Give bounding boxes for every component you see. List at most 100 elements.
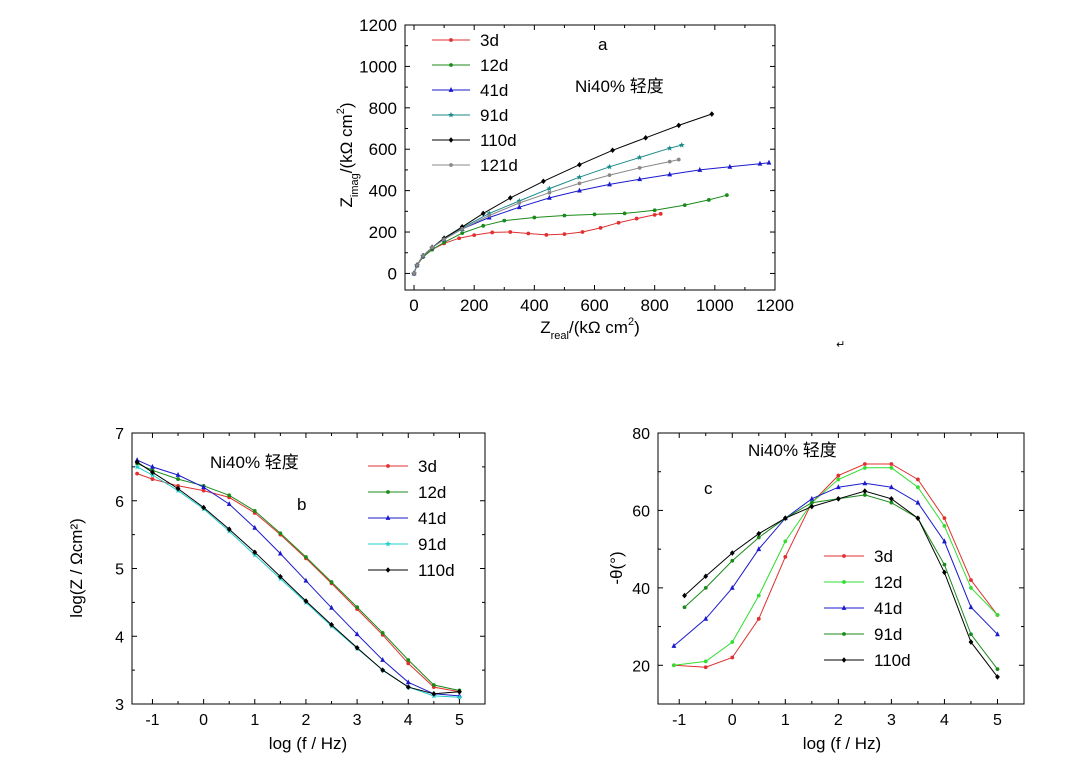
legend-marker-12d [386,490,390,494]
x-tick-label: 4 [404,712,413,729]
data-point-110d [709,111,715,117]
data-point-121d [667,159,672,164]
data-point-12d [672,663,676,668]
data-point-41d [703,615,709,621]
data-point-12d [355,605,360,610]
data-point-110d [729,550,735,556]
data-point-41d [380,656,386,662]
data-point-110d [303,598,309,604]
x-tick-label: 200 [460,296,488,315]
x-tick-label: 4 [940,712,949,729]
annotation-text: Ni40% 轻度 [575,77,664,96]
data-point-41d [671,642,677,648]
data-point-110d [252,549,258,556]
data-point-121d [430,245,434,250]
x-tick-label: 2 [301,712,310,729]
data-point-41d [757,160,763,166]
data-point-91d [862,493,867,497]
x-axis-label-sub: real [551,330,569,342]
data-point-3d [150,477,155,481]
data-point-121d [577,181,582,186]
data-point-12d [592,212,597,217]
data-point-3d [580,230,585,234]
data-point-110d [915,515,921,521]
legend-marker-91d [448,111,454,118]
series-line-110d [136,461,460,695]
panel-label: a [598,35,608,54]
data-point-110d [201,504,207,511]
data-point-41d [637,176,643,182]
legend-marker-12d [842,580,846,584]
data-point-41d [329,604,334,610]
data-point-12d [380,630,385,635]
legend-label: 121d [480,156,518,175]
legend-label: 3d [480,31,499,50]
legend-label: 12d [418,483,446,502]
data-point-41d [835,484,841,490]
data-point-110d [942,569,947,576]
data-point-12d [862,465,867,470]
data-point-3d [472,233,477,238]
y-tick-label: 7 [115,426,124,443]
y-axis-label-rest: /(kΩ cm [337,114,356,173]
legend-marker-3d [386,464,390,468]
x-tick-label: 800 [640,296,668,315]
data-point-121d [607,173,612,177]
data-point-3d [544,233,549,237]
data-point-3d [508,230,513,234]
data-point-110d [354,644,360,651]
data-point-41d [405,679,411,685]
data-point-110d [459,224,465,230]
data-point-41d [968,604,974,610]
data-point-110d [457,689,462,695]
y-tick-label: 80 [632,426,650,443]
data-point-121d [487,213,492,218]
data-point-41d [729,584,735,590]
data-point-41d [577,187,582,193]
x-tick-label: 3 [353,712,362,729]
chart-a-nyquist: 0 200 400 600 800 1000 1200 0 200 400 600 800 1000 12… [335,16,794,342]
data-point-110d [431,691,437,697]
series-line-110d [684,490,998,678]
legend-label: 110d [480,131,517,150]
data-point-41d [888,484,894,490]
data-point-12d [431,683,436,687]
data-point-3d [783,554,788,559]
data-point-41d [995,631,1000,637]
data-point-3d [730,655,735,660]
data-point-110d [835,496,841,502]
data-point-12d [783,539,788,544]
legend-label: 41d [418,509,446,528]
data-point-41d [809,495,815,501]
x-tick-label: 1 [250,712,259,729]
legend-label: 110d [874,651,911,670]
data-point-12d [724,193,729,198]
data-point-41d [277,550,283,556]
data-point-12d [706,198,711,202]
data-point-12d [460,231,465,235]
y-tick-label: 5 [115,562,124,579]
data-point-91d [516,197,523,204]
data-point-12d [406,658,411,662]
return-mark: ↵ [836,339,845,351]
data-point-41d [697,166,703,172]
series-line-3d [413,213,661,274]
panel-label: c [704,479,713,498]
y-tick-label: 0 [388,264,397,283]
x-tick-label: 400 [520,296,548,315]
data-point-91d [682,605,687,610]
data-point-91d [456,694,463,700]
data-point-41d [942,538,947,544]
data-point-3d [658,211,663,216]
data-point-3d [703,665,708,670]
y-axis-label-sup: 2 [335,108,347,114]
legend-label: 91d [418,535,446,554]
series-line-91d [413,144,682,274]
x-tick-label: 1200 [756,296,794,315]
data-point-110d [277,573,283,580]
legend-marker-91d [385,540,391,547]
y-axis-label: log(Z / Ωcm²) [67,518,86,618]
data-point-121d [415,263,419,268]
data-point-91d [889,500,894,505]
